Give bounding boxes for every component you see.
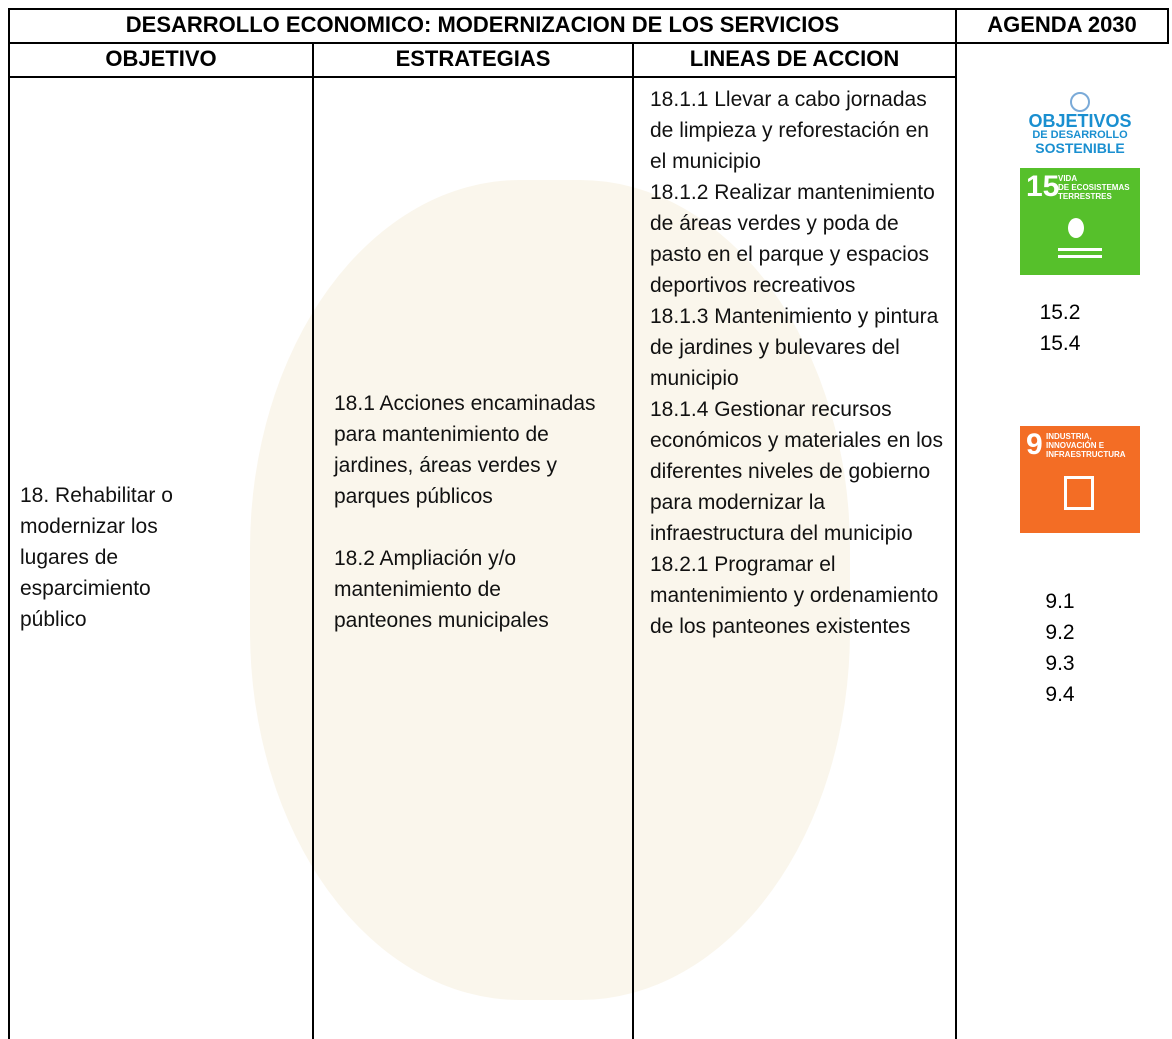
watermark <box>250 180 850 1000</box>
border <box>8 42 1169 44</box>
column-header: OBJETIVO <box>105 46 217 71</box>
ground-icon <box>1058 248 1102 251</box>
goal-name-line: DE ECOSISTEMAS <box>1058 183 1130 192</box>
agenda-title: AGENDA 2030 <box>987 12 1137 37</box>
ground-icon <box>1058 255 1102 258</box>
action-line: 18.1.2 Realizar mantenimiento de áreas v… <box>650 181 935 297</box>
goal-name-line: TERRESTRES <box>1058 192 1112 201</box>
goal-name: INDUSTRIA, INNOVACIÓN E INFRAESTRUCTURA <box>1046 432 1126 459</box>
goal-name-line: INDUSTRIA, <box>1046 432 1092 441</box>
target: 15.4 <box>1039 332 1081 355</box>
sdg-logo: OBJETIVOS DE DESARROLLO SOSTENIBLE <box>1010 92 1150 156</box>
title: DESARROLLO ECONOMICO: MODERNIZACION DE L… <box>125 12 840 37</box>
strategy: 18.2 Ampliación y/o mantenimiento de pan… <box>334 547 549 632</box>
border <box>632 42 634 1039</box>
tree-icon <box>1068 218 1084 238</box>
targets: 15.2 15.4 <box>970 297 1150 359</box>
logo-text: DE DESARROLLO <box>1032 129 1128 141</box>
cubes-icon <box>1064 476 1094 510</box>
objective: 18. Rehabilitar o modernizar los lugares… <box>20 484 173 631</box>
action-lines: 18.1.1 Llevar a cabo jornadas de limpiez… <box>650 84 948 642</box>
goal-name-line: INFRAESTRUCTURA <box>1046 450 1126 459</box>
action-line: 18.2.1 Programar el mantenimiento y orde… <box>650 553 939 638</box>
strategy: 18.1 Acciones encaminadas para mantenimi… <box>334 392 596 508</box>
column-header: ESTRATEGIAS <box>395 46 551 71</box>
targets: 9.1 9.2 9.3 9.4 <box>970 586 1150 710</box>
target: 9.4 <box>1045 683 1075 706</box>
action-line: 18.1.1 Llevar a cabo jornadas de limpiez… <box>650 88 929 173</box>
goal-name-line: VIDA <box>1058 174 1078 183</box>
action-line: 18.1.3 Mantenimiento y pintura de jardin… <box>650 305 939 390</box>
target: 9.2 <box>1045 621 1075 644</box>
un-emblem <box>1070 92 1090 112</box>
strategies: 18.1 Acciones encaminadas para mantenimi… <box>334 388 604 636</box>
target: 9.3 <box>1045 652 1075 675</box>
sdg-tile: 15 VIDA DE ECOSISTEMAS TERRESTRES <box>1020 168 1140 275</box>
column-header: LINEAS DE ACCION <box>689 46 900 71</box>
logo-text: SOSTENIBLE <box>1035 140 1125 156</box>
goal-number: 9 <box>1026 428 1043 461</box>
border <box>8 76 956 78</box>
border <box>8 8 10 1039</box>
action-line: 18.1.4 Gestionar recursos económicos y m… <box>650 398 943 545</box>
target: 15.2 <box>1039 301 1081 324</box>
border <box>8 8 1169 10</box>
goal-name: VIDA DE ECOSISTEMAS TERRESTRES <box>1058 174 1130 201</box>
border <box>312 42 314 1039</box>
target: 9.1 <box>1045 590 1075 613</box>
goal-name-line: INNOVACIÓN E <box>1046 441 1105 450</box>
border <box>955 8 957 1039</box>
sdg-tile: 9 INDUSTRIA, INNOVACIÓN E INFRAESTRUCTUR… <box>1020 426 1140 533</box>
border <box>1167 8 1169 44</box>
logo-text: OBJETIVOS <box>1028 111 1132 131</box>
goal-number: 15 <box>1026 170 1060 203</box>
